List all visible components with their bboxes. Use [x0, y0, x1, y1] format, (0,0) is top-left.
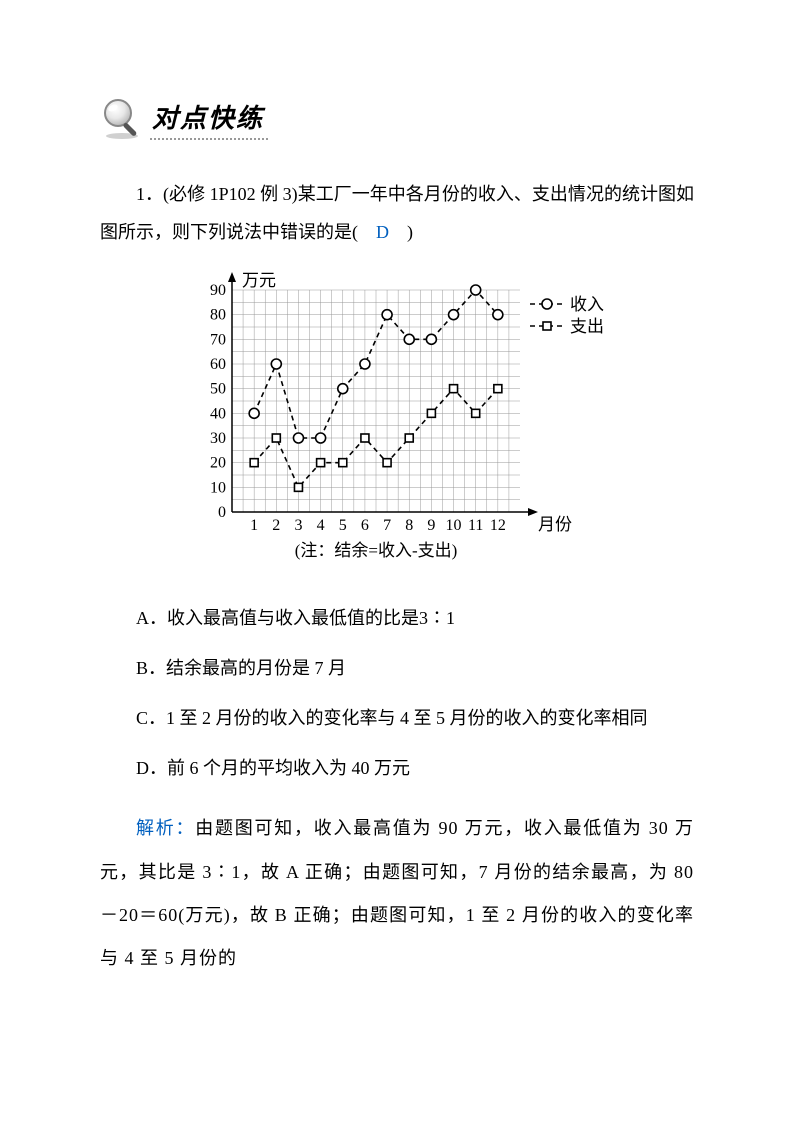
question-body-close: ) — [407, 222, 413, 242]
svg-text:90: 90 — [210, 282, 226, 299]
svg-text:7: 7 — [383, 517, 391, 534]
svg-text:2: 2 — [272, 517, 280, 534]
option-c: C．1 至 2 月份的收入的变化率与 4 至 5 月份的收入的变化率相同 — [136, 701, 694, 735]
svg-text:(注：结余=收入-支出): (注：结余=收入-支出) — [295, 541, 458, 560]
svg-text:10: 10 — [446, 517, 462, 534]
section-title: 对点快练 — [150, 101, 268, 140]
svg-text:6: 6 — [361, 517, 369, 534]
section-header: 对点快练 — [100, 95, 694, 146]
svg-text:40: 40 — [210, 405, 226, 422]
svg-text:30: 30 — [210, 430, 226, 447]
option-b: B．结余最高的月份是 7 月 — [136, 651, 694, 685]
svg-text:50: 50 — [210, 380, 226, 397]
svg-text:12: 12 — [490, 517, 506, 534]
svg-text:60: 60 — [210, 356, 226, 373]
svg-text:支出: 支出 — [570, 317, 604, 336]
svg-text:3: 3 — [294, 517, 302, 534]
svg-text:5: 5 — [339, 517, 347, 534]
option-a: A．收入最高值与收入最低值的比是3∶1 — [136, 601, 694, 635]
chart-container: 0102030405060708090123456789101112万元月份收入… — [100, 272, 694, 577]
analysis-text: 由题图可知，收入最高值为 90 万元，收入最低值为 30 万元，其比是 3∶1，… — [100, 818, 694, 968]
analysis-block: 解析：由题图可知，收入最高值为 90 万元，收入最低值为 30 万元，其比是 3… — [100, 807, 694, 980]
option-d: D．前 6 个月的平均收入为 40 万元 — [136, 751, 694, 785]
svg-text:20: 20 — [210, 454, 226, 471]
income-expense-chart: 0102030405060708090123456789101112万元月份收入… — [182, 272, 612, 572]
svg-text:收入: 收入 — [570, 295, 604, 314]
svg-text:1: 1 — [250, 517, 258, 534]
svg-text:9: 9 — [427, 517, 435, 534]
svg-text:80: 80 — [210, 306, 226, 323]
question-number: 1． — [136, 184, 163, 204]
svg-text:11: 11 — [468, 517, 483, 534]
svg-text:10: 10 — [210, 479, 226, 496]
magnifier-icon — [100, 95, 146, 146]
analysis-label: 解析： — [136, 818, 195, 838]
svg-text:70: 70 — [210, 331, 226, 348]
svg-text:月份: 月份 — [538, 515, 572, 534]
svg-text:万元: 万元 — [242, 272, 276, 290]
svg-text:8: 8 — [405, 517, 413, 534]
question-source: (必修 1P102 例 3) — [163, 184, 298, 204]
svg-text:4: 4 — [317, 517, 325, 534]
question-answer: D — [376, 222, 389, 242]
question-text: 1．(必修 1P102 例 3)某工厂一年中各月份的收入、支出情况的统计图如图所… — [100, 176, 694, 252]
svg-text:0: 0 — [218, 504, 226, 521]
